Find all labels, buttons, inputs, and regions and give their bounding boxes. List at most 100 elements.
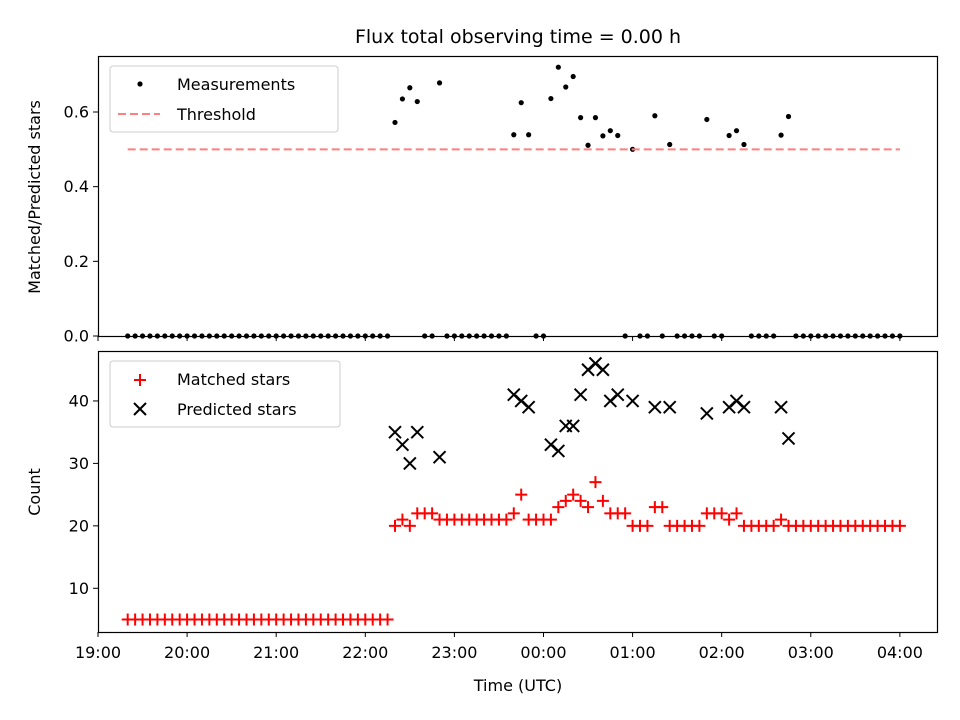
measurement-point <box>392 119 398 126</box>
matched-star-point <box>403 519 416 532</box>
predicted-star-point <box>648 400 662 414</box>
matched-star-point <box>589 476 602 489</box>
top-legend: Measurements Threshold <box>109 65 339 133</box>
top-axes: 0.0 0.2 0.4 0.6 <box>64 103 901 346</box>
measurement-point <box>563 84 569 90</box>
measurement-point <box>778 132 784 138</box>
measurement-point <box>548 95 554 102</box>
measurement-point <box>555 64 561 70</box>
top-plot-frame <box>97 55 939 338</box>
bottom-xlabel: Time (UTC) <box>473 676 562 695</box>
matched-star-point <box>596 494 609 507</box>
predicted-star-point <box>521 400 536 414</box>
predicted-star-point <box>573 388 588 402</box>
predicted-star-point <box>551 444 566 458</box>
matched-star-point <box>582 501 595 514</box>
x-tick-label: 01:00 <box>610 643 656 662</box>
measurement-point <box>652 113 658 119</box>
matched-star-point <box>500 513 513 526</box>
x-tick-label: 02:00 <box>699 643 745 662</box>
matched-star-point <box>656 501 669 514</box>
y-tick-label: 0.6 <box>64 103 89 122</box>
legend-predicted-label: Predicted stars <box>177 400 297 419</box>
predicted-star-point <box>388 425 402 439</box>
measurement-point <box>785 113 792 120</box>
chart-title: Flux total observing time = 0.00 h <box>355 26 681 48</box>
predicted-star-point <box>625 394 640 408</box>
measurement-point <box>407 85 413 91</box>
y-tick-label: 0.4 <box>64 177 89 196</box>
matched-star-point <box>715 507 728 520</box>
top-panel: 0.0 0.2 0.4 0.6 Matched/Predicted stars Mea… <box>25 55 939 346</box>
measurement-point <box>607 128 613 134</box>
matched-star-point <box>396 513 409 526</box>
y-tick-label: 20 <box>69 516 89 535</box>
x-tick-label: 19:00 <box>75 643 121 662</box>
legend-predicted-marker <box>133 402 147 416</box>
measurement-point <box>511 132 517 138</box>
legend-threshold-label: Threshold <box>176 105 256 124</box>
matched-star-point <box>507 507 520 520</box>
matched-star-point <box>893 519 906 532</box>
measurement-point <box>414 98 420 105</box>
top-legend-box <box>109 65 339 133</box>
bottom-legend-box <box>109 360 341 428</box>
measurement-point <box>615 132 621 139</box>
matched-star-point <box>574 494 587 507</box>
matched-star-point <box>426 507 439 520</box>
predicted-star-point <box>410 425 424 439</box>
measurement-point <box>399 96 406 102</box>
bottom-plot-frame <box>97 350 939 634</box>
measurement-point <box>733 128 740 134</box>
measurement-point <box>592 115 599 121</box>
matched-star-point <box>567 488 580 501</box>
y-tick-label: 0.2 <box>64 252 89 271</box>
bottom-plot-marks <box>121 356 906 626</box>
measurement-point <box>570 73 576 80</box>
matched-star-point <box>641 519 654 532</box>
predicted-star-point <box>596 363 610 377</box>
x-tick-label: 03:00 <box>788 643 834 662</box>
measurement-point <box>600 133 606 139</box>
measurement-point <box>436 80 443 86</box>
matched-star-point <box>723 513 736 526</box>
predicted-star-point <box>737 400 751 414</box>
top-plot-marks <box>125 64 903 339</box>
bottom-axes: 10 20 30 40 19:00 20:00 21:00 22:00 23:00 00:00 01… <box>69 391 923 662</box>
measurement-point <box>518 100 524 106</box>
matched-star-point <box>730 507 743 520</box>
y-tick-label: 40 <box>69 391 89 410</box>
predicted-star-point <box>774 400 788 414</box>
predicted-star-point <box>403 456 417 471</box>
predicted-star-point <box>781 431 796 446</box>
top-ylabel: Matched/Predicted stars <box>25 100 44 294</box>
matched-star-point <box>693 519 706 532</box>
matched-star-point <box>775 513 788 526</box>
legend-measurements-marker <box>137 81 143 87</box>
y-tick-label: 30 <box>69 454 89 473</box>
measurement-point <box>741 141 747 148</box>
measurement-point <box>578 115 584 121</box>
x-tick-label: 22:00 <box>342 643 388 662</box>
predicted-star-point <box>663 400 677 414</box>
matched-star-point <box>515 488 528 501</box>
x-tick-label: 00:00 <box>520 643 566 662</box>
predicted-star-point <box>395 437 410 452</box>
x-tick-label: 04:00 <box>877 643 923 662</box>
predicted-star-point <box>611 388 625 402</box>
matched-star-point <box>544 513 557 526</box>
measurement-point <box>726 132 732 139</box>
x-tick-label: 23:00 <box>431 643 477 662</box>
predicted-star-point <box>432 450 447 464</box>
matched-star-point <box>552 501 565 514</box>
matched-star-point <box>381 613 394 626</box>
measurement-point <box>585 142 591 148</box>
legend-matched-label: Matched stars <box>177 370 290 389</box>
predicted-star-point <box>700 406 714 421</box>
y-tick-label: 0.0 <box>64 327 89 346</box>
measurement-point <box>704 116 710 123</box>
x-tick-label: 21:00 <box>253 643 299 662</box>
matched-star-point <box>388 519 401 532</box>
legend-measurements-label: Measurements <box>177 75 295 94</box>
